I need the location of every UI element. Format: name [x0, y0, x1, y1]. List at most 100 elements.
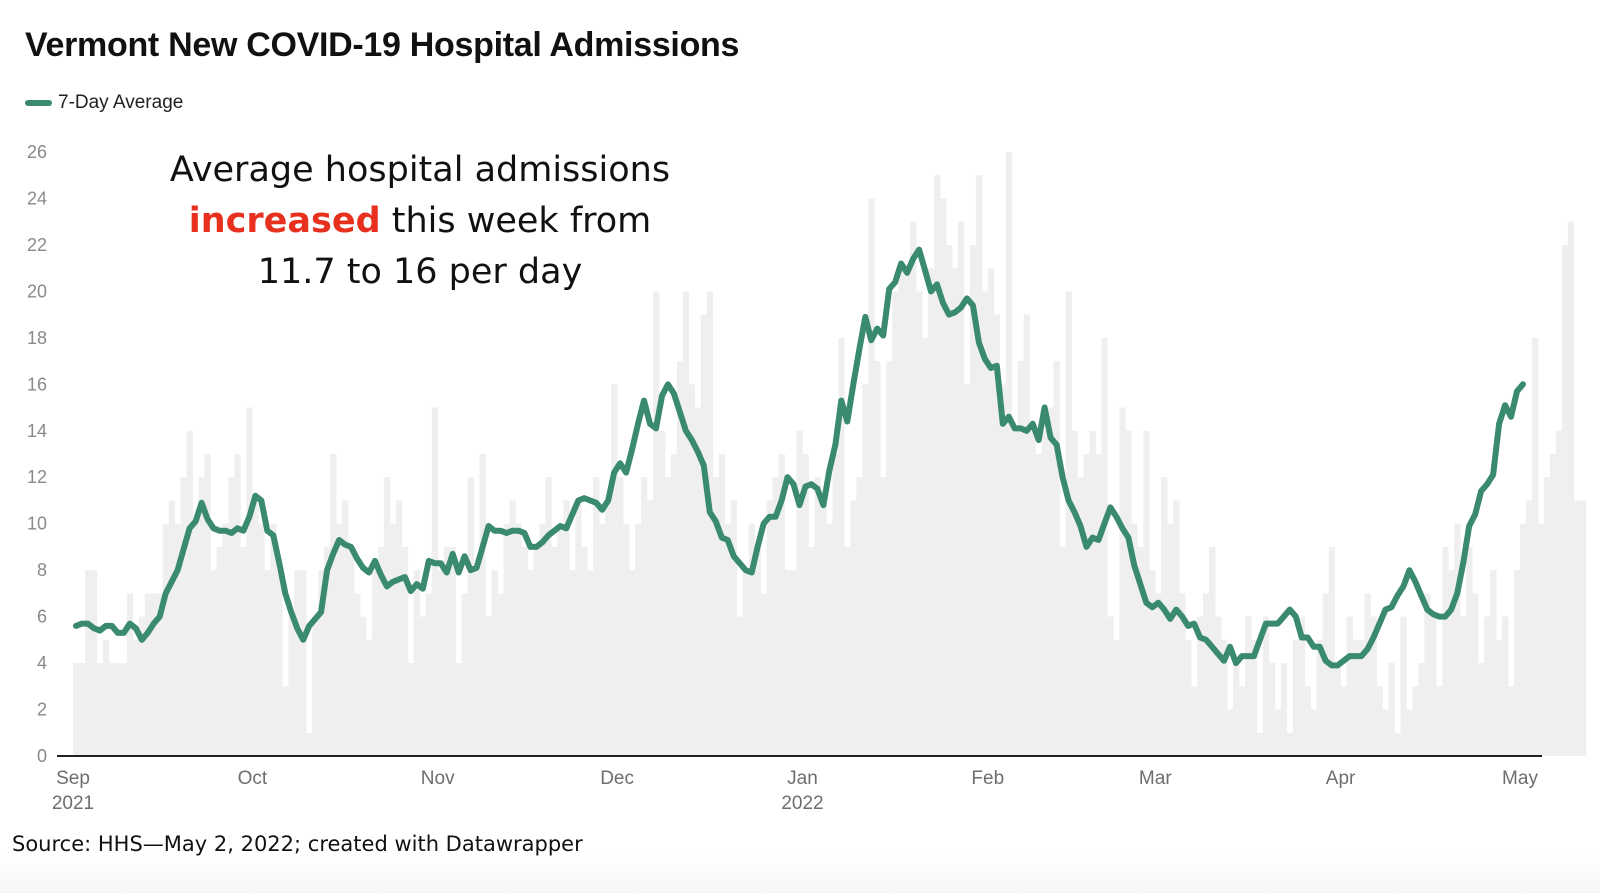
bar	[730, 500, 737, 756]
bar	[575, 500, 582, 756]
bar	[1316, 639, 1323, 756]
bar	[647, 500, 654, 756]
bar	[623, 523, 630, 756]
bar	[1549, 454, 1557, 756]
bar	[539, 523, 546, 756]
bar	[1280, 663, 1288, 756]
annotation-line-1: Average hospital admissions	[169, 150, 671, 190]
bar	[533, 546, 540, 756]
bar	[360, 616, 367, 756]
bar	[916, 291, 923, 756]
bar	[742, 570, 749, 756]
source-note: Source: HHS—May 2, 2022; created with Da…	[12, 832, 583, 856]
bar	[784, 570, 791, 756]
bar	[1292, 639, 1300, 756]
bar	[987, 268, 995, 756]
bar	[629, 570, 636, 756]
bar	[1256, 732, 1264, 756]
bar	[981, 291, 989, 756]
bar	[1017, 361, 1024, 756]
bar	[1286, 732, 1294, 756]
bar	[1101, 337, 1108, 756]
bar	[1567, 221, 1575, 756]
bar	[1047, 407, 1054, 756]
bar	[641, 477, 648, 756]
bar	[545, 477, 552, 756]
bar	[288, 616, 295, 756]
bar	[455, 663, 462, 756]
bar	[216, 546, 223, 756]
bar	[670, 454, 678, 756]
bar	[1364, 593, 1371, 756]
bar	[587, 570, 594, 756]
bar-series-daily	[73, 152, 1587, 756]
bar	[1089, 430, 1096, 756]
bar	[940, 198, 947, 756]
bar	[856, 477, 863, 756]
bar	[1412, 686, 1419, 756]
bar	[1520, 523, 1527, 756]
bar	[473, 570, 480, 756]
bar	[1119, 407, 1126, 756]
bar	[736, 616, 743, 756]
x-tick-label: Feb	[971, 768, 1004, 789]
bar	[665, 477, 672, 756]
chart-annotation: Average hospital admissions increased th…	[120, 145, 720, 298]
bar	[1526, 500, 1533, 756]
bar	[778, 454, 785, 756]
bar	[138, 616, 146, 756]
bar	[802, 454, 809, 756]
bar	[1346, 616, 1353, 756]
bar	[1161, 477, 1168, 756]
bar	[1239, 686, 1246, 756]
bar	[204, 454, 211, 756]
bar	[114, 663, 122, 756]
chart-title: Vermont New COVID-19 Hospital Admissions	[25, 26, 740, 64]
bar	[342, 500, 349, 756]
bar	[1436, 686, 1443, 756]
bar	[694, 407, 702, 756]
bar	[174, 523, 181, 756]
y-tick-label: 22	[27, 235, 47, 255]
bar	[192, 523, 199, 756]
bar	[389, 523, 397, 756]
bar	[635, 523, 642, 756]
bar	[1442, 546, 1449, 756]
bar	[1191, 686, 1198, 756]
bar	[407, 663, 415, 756]
bar	[551, 546, 558, 756]
bar	[485, 616, 492, 756]
bar	[880, 477, 887, 756]
bar	[1376, 686, 1383, 756]
y-tick-label: 0	[37, 746, 47, 766]
bar	[1274, 709, 1282, 756]
bar	[1155, 593, 1162, 756]
bar	[557, 523, 564, 756]
bar	[1262, 616, 1270, 756]
bar	[581, 546, 588, 756]
bar	[156, 593, 163, 756]
bar	[1352, 639, 1359, 756]
bar	[234, 454, 241, 756]
bar	[401, 546, 409, 756]
bar	[1358, 639, 1365, 756]
bar	[270, 523, 277, 756]
bar	[348, 546, 355, 756]
bar	[605, 500, 612, 756]
bar	[240, 546, 247, 756]
bar	[1490, 570, 1497, 756]
bar	[760, 593, 767, 756]
bar	[898, 268, 905, 756]
bar	[198, 477, 205, 756]
x-tick-label: Mar	[1139, 768, 1172, 789]
bar	[599, 523, 606, 756]
bar	[282, 686, 289, 756]
bar	[162, 523, 169, 756]
bar	[904, 268, 911, 756]
bar	[975, 175, 983, 756]
bar	[377, 546, 385, 756]
bar	[1454, 523, 1461, 756]
bar	[999, 384, 1007, 756]
bar	[108, 663, 116, 756]
bar	[1322, 593, 1329, 756]
